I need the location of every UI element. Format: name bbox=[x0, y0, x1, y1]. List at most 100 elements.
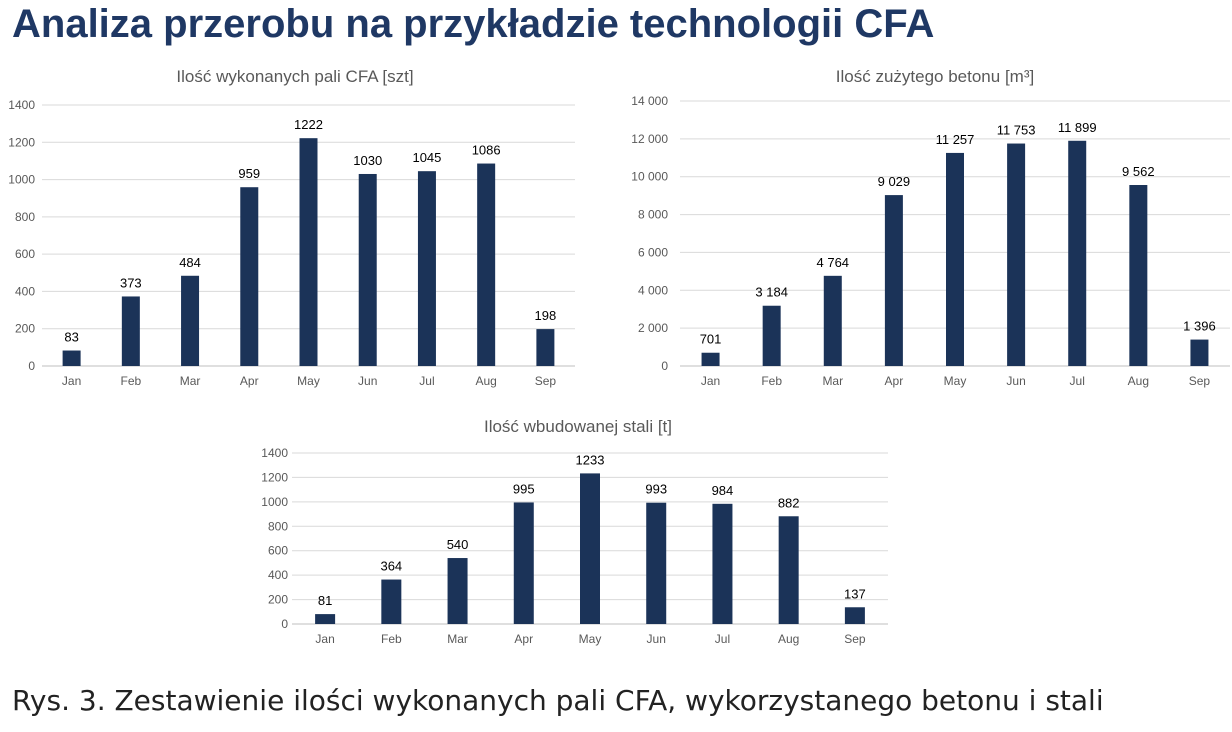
data-label: 959 bbox=[238, 166, 260, 181]
x-tick-label: Jan bbox=[701, 374, 720, 388]
y-tick-label: 200 bbox=[15, 322, 35, 336]
bar bbox=[358, 173, 377, 366]
x-tick-label: Jun bbox=[647, 632, 666, 646]
bar bbox=[712, 503, 733, 624]
chart-title: Ilość wykonanych pali CFA [szt] bbox=[176, 67, 413, 86]
bar bbox=[580, 473, 600, 624]
bar bbox=[181, 275, 200, 366]
y-tick-label: 600 bbox=[268, 544, 288, 558]
y-tick-label: 400 bbox=[15, 284, 35, 298]
data-label: 1030 bbox=[353, 153, 382, 168]
data-label: 3 184 bbox=[755, 285, 788, 300]
y-tick-label: 1200 bbox=[8, 135, 35, 149]
y-tick-label: 4 000 bbox=[638, 283, 668, 297]
y-tick-label: 800 bbox=[15, 210, 35, 224]
data-label: 1045 bbox=[412, 150, 441, 165]
x-tick-label: Feb bbox=[120, 374, 141, 388]
bar bbox=[315, 614, 336, 624]
bar bbox=[417, 171, 436, 366]
data-label: 993 bbox=[645, 482, 667, 497]
data-label: 11 753 bbox=[997, 123, 1036, 138]
x-tick-label: Mar bbox=[447, 632, 468, 646]
x-tick-label: Jun bbox=[358, 374, 377, 388]
y-tick-label: 200 bbox=[268, 593, 288, 607]
x-tick-label: Aug bbox=[475, 374, 496, 388]
x-tick-label: Apr bbox=[885, 374, 904, 388]
x-tick-label: Jan bbox=[62, 374, 81, 388]
bar bbox=[762, 305, 781, 366]
piles-chart: Ilość wykonanych pali CFA [szt] 0 200 400 60… bbox=[8, 67, 575, 388]
y-tick-label: 1000 bbox=[8, 173, 35, 187]
x-tick-label: Jul bbox=[715, 632, 730, 646]
x-tick-label: Mar bbox=[822, 374, 843, 388]
y-tick-label: 600 bbox=[15, 247, 35, 261]
x-tick-label: Feb bbox=[761, 374, 782, 388]
data-label: 882 bbox=[778, 495, 800, 510]
bar bbox=[447, 558, 468, 624]
x-tick-label: Sep bbox=[844, 632, 866, 646]
bar bbox=[646, 502, 667, 624]
bar bbox=[946, 152, 964, 366]
data-label: 81 bbox=[318, 593, 332, 608]
y-tick-label: 0 bbox=[28, 359, 35, 373]
data-label: 373 bbox=[120, 275, 142, 290]
bar bbox=[121, 296, 140, 366]
y-tick-label: 1000 bbox=[261, 495, 288, 509]
bar bbox=[1068, 140, 1087, 366]
bar bbox=[536, 329, 555, 366]
data-label: 540 bbox=[447, 537, 469, 552]
data-label: 484 bbox=[179, 255, 201, 270]
y-tick-label: 12 000 bbox=[631, 132, 668, 146]
data-label: 995 bbox=[513, 481, 535, 496]
x-tick-label: Apr bbox=[514, 632, 533, 646]
bar bbox=[381, 579, 402, 624]
page-title: Analiza przerobu na przykładzie technolo… bbox=[12, 2, 935, 46]
data-label: 364 bbox=[380, 559, 402, 574]
y-tick-label: 400 bbox=[268, 568, 288, 582]
y-tick-label: 1400 bbox=[261, 446, 288, 460]
bar bbox=[299, 138, 318, 366]
data-label: 4 764 bbox=[817, 255, 850, 270]
bar bbox=[1007, 143, 1026, 366]
x-tick-label: Jul bbox=[1070, 374, 1085, 388]
data-label: 9 029 bbox=[878, 174, 911, 189]
x-tick-label: Apr bbox=[240, 374, 259, 388]
x-tick-label: May bbox=[944, 374, 967, 388]
data-label: 9 562 bbox=[1122, 164, 1155, 179]
y-tick-label: 0 bbox=[281, 617, 288, 631]
data-label: 137 bbox=[844, 586, 866, 601]
data-label: 11 899 bbox=[1058, 120, 1097, 135]
bar bbox=[884, 195, 903, 366]
y-tick-label: 1400 bbox=[8, 98, 35, 112]
y-tick-label: 0 bbox=[661, 359, 668, 373]
y-tick-label: 10 000 bbox=[631, 170, 668, 184]
x-tick-label: Jul bbox=[419, 374, 434, 388]
bar bbox=[477, 163, 496, 366]
x-tick-label: Sep bbox=[1189, 374, 1211, 388]
x-tick-label: May bbox=[297, 374, 320, 388]
x-tick-label: Feb bbox=[381, 632, 402, 646]
chart-title: Ilość zużytego betonu [m³] bbox=[836, 67, 1034, 86]
bar bbox=[62, 350, 81, 366]
bar bbox=[778, 516, 799, 624]
data-label: 1086 bbox=[472, 143, 501, 158]
y-tick-label: 14 000 bbox=[631, 94, 668, 108]
data-label: 1 396 bbox=[1183, 319, 1216, 334]
x-tick-label: Aug bbox=[1128, 374, 1149, 388]
data-label: 83 bbox=[64, 330, 78, 345]
concrete-chart: Ilość zużytego betonu [m³] 0 2 000 4 000 6 0… bbox=[631, 67, 1230, 388]
x-tick-label: Jan bbox=[315, 632, 334, 646]
bar bbox=[844, 607, 865, 624]
chart-title: Ilość wbudowanej stali [t] bbox=[484, 417, 672, 436]
y-tick-label: 6 000 bbox=[638, 245, 668, 259]
x-tick-label: Jun bbox=[1006, 374, 1025, 388]
bar bbox=[1190, 339, 1209, 366]
data-label: 984 bbox=[712, 483, 734, 498]
data-label: 1222 bbox=[294, 117, 323, 132]
x-tick-label: Sep bbox=[535, 374, 557, 388]
y-tick-label: 1200 bbox=[261, 470, 288, 484]
x-tick-label: May bbox=[579, 632, 602, 646]
data-label: 1233 bbox=[576, 452, 605, 467]
figure-caption: Rys. 3. Zestawienie ilości wykonanych pa… bbox=[12, 684, 1104, 717]
steel-chart: Ilość wbudowanej stali [t] 0 200 400 600 800 1… bbox=[261, 417, 888, 646]
